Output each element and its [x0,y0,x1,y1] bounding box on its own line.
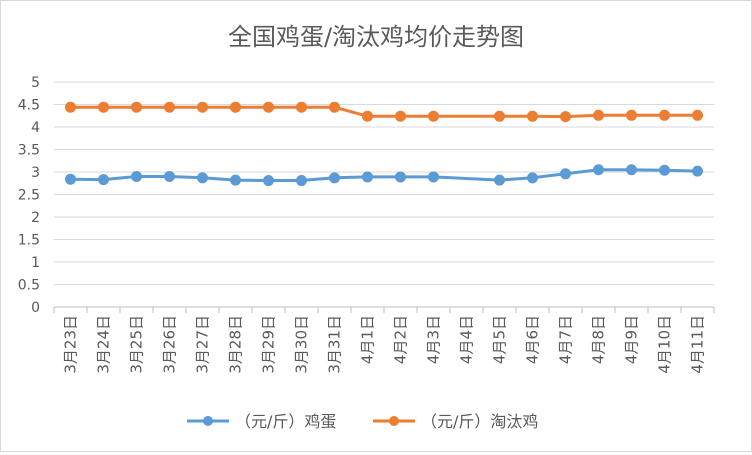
legend-marker-1 [203,416,213,426]
data-point [626,109,637,121]
x-tick-label: 3月31日 [326,315,344,374]
data-point [659,164,670,176]
data-point [560,168,571,180]
y-axis: 0 0.5 1 1.5 2 2.5 3 3.5 4 4.5 5 [18,75,40,316]
x-tick-label: 3月27日 [194,315,212,374]
data-point [692,109,703,121]
data-point [494,174,505,186]
series-group [65,101,703,187]
y-tick-label: 5 [31,75,40,91]
data-point [362,110,373,122]
legend: （元/斤）鸡蛋 （元/斤）淘汰鸡 [187,412,538,431]
data-point [65,173,76,185]
x-tick-label: 3月25日 [128,315,146,374]
legend-label-1: （元/斤）鸡蛋 [235,412,336,431]
data-point [131,171,142,182]
data-point [659,109,670,121]
y-tick-label: 0.5 [18,278,40,294]
y-tick-label: 0 [31,300,40,316]
x-tick-label: 4月11日 [689,315,707,374]
data-point [362,171,373,183]
y-tick-label: 2.5 [18,188,40,204]
x-tick-label: 4月8日 [590,315,608,364]
x-tick-label: 3月24日 [95,315,113,374]
data-point [98,101,109,113]
x-tick-label: 4月7日 [557,315,575,364]
x-tick-label: 4月2日 [392,315,410,364]
data-point [65,101,76,113]
chart-title: 全国鸡蛋/淘汰鸡均价走势图 [228,23,524,51]
x-tick-label: 4月5日 [491,315,509,364]
x-tick-label: 3月28日 [227,315,245,374]
x-tick-label: 3月29日 [260,315,278,374]
data-point [527,110,538,122]
data-point [164,101,175,113]
x-tick-label: 3月23日 [62,315,80,374]
data-point [230,101,241,113]
y-tick-label: 1 [31,255,40,271]
data-point [428,110,439,122]
y-tick-label: 1.5 [18,233,40,249]
data-point [593,109,604,121]
y-tick-label: 3 [31,165,40,181]
data-point [527,172,538,184]
data-point [263,175,274,187]
data-point [494,110,505,122]
x-tick-label: 4月6日 [524,315,542,364]
legend-label-2: （元/斤）淘汰鸡 [421,412,538,431]
data-point [329,172,340,184]
y-tick-label: 4.5 [18,98,40,114]
data-point [626,164,637,176]
x-axis: 3月23日 3月24日 3月25日 3月26日 3月27日 3月28日 3月29日 3月30日… [53,306,715,374]
data-point [692,165,703,177]
legend-marker-2 [389,416,399,426]
data-point [263,101,274,113]
y-tick-label: 4 [31,120,40,136]
data-point [395,171,406,183]
data-point [428,171,439,183]
x-tick-label: 4月10日 [656,315,674,374]
x-tick-label: 4月1日 [359,315,377,364]
x-tick-label: 4月9日 [623,315,641,364]
data-point [296,101,307,113]
data-point [395,110,406,122]
data-point [197,101,208,113]
x-tick-label: 3月26日 [161,315,179,374]
data-point [164,171,175,182]
x-tick-label: 4月3日 [425,315,443,364]
data-point [131,101,142,113]
y-tick-label: 2 [31,210,40,226]
y-tick-label: 3.5 [18,143,40,159]
data-point [230,174,241,186]
data-point [560,111,571,123]
data-point [98,174,109,186]
data-point [593,164,604,176]
data-point [296,175,307,187]
x-tick-label: 4月4日 [458,315,476,364]
grid-lines [54,81,714,308]
x-tick-label: 3月30日 [293,315,311,374]
data-point [197,172,208,184]
data-point [329,101,340,113]
